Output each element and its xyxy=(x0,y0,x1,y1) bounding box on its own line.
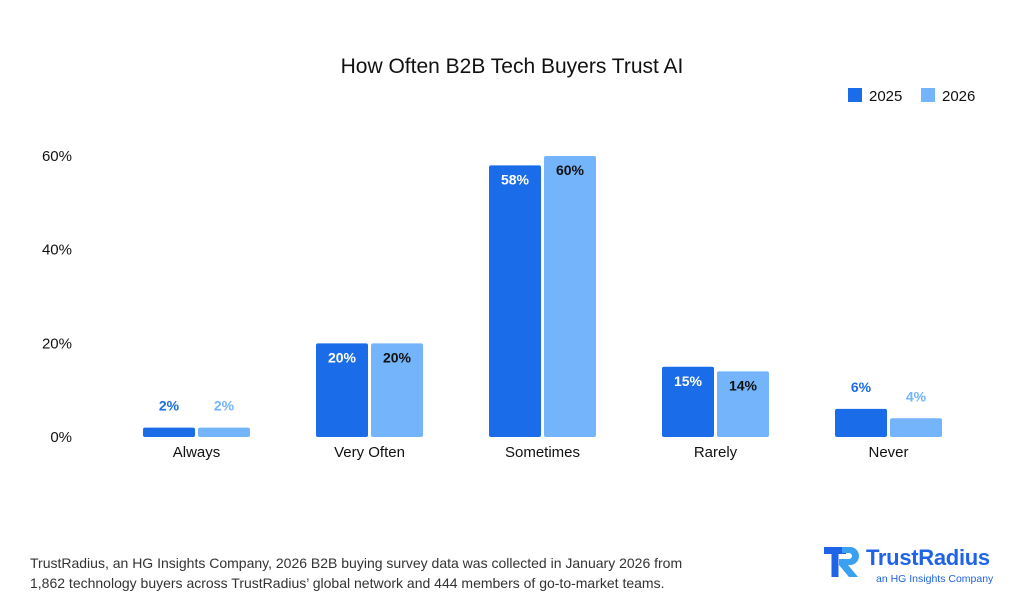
x-tick-label: Sometimes xyxy=(505,444,580,461)
legend-label-2026: 2026 xyxy=(942,88,975,105)
legend-swatch-2026 xyxy=(921,88,935,102)
bar-2026-always xyxy=(198,427,250,437)
legend-label-2025: 2025 xyxy=(869,88,902,105)
bars xyxy=(143,156,942,437)
data-label: 4% xyxy=(906,388,927,404)
data-label: 14% xyxy=(729,377,758,393)
y-axis: 0% 20% 40% 60% xyxy=(42,148,72,446)
x-tick-label: Rarely xyxy=(694,444,738,461)
x-tick-label: Always xyxy=(173,444,221,461)
trustradius-logo: TrustRadius an HG Insights Company xyxy=(824,543,1004,593)
bar-chart: How Often B2B Tech Buyers Trust AI 2025 … xyxy=(42,55,975,461)
data-label: 58% xyxy=(501,171,530,187)
bar-2025-never xyxy=(835,408,887,437)
bar-2025-very-often xyxy=(316,343,368,437)
data-label: 15% xyxy=(674,373,703,389)
logo-wordmark: TrustRadius xyxy=(866,545,990,570)
y-tick-label: 0% xyxy=(50,429,72,446)
x-tick-label: Never xyxy=(868,444,908,461)
bar-2026-rarely xyxy=(717,371,769,437)
x-tick-label: Very Often xyxy=(334,444,405,461)
bar-2026-sometimes xyxy=(544,156,596,437)
footnote-line-2: 1,862 technology buyers across TrustRadi… xyxy=(30,575,665,591)
data-label: 2% xyxy=(159,398,180,414)
bar-2026-very-often xyxy=(371,343,423,437)
data-label: 2% xyxy=(214,398,235,414)
trustradius-logo-icon xyxy=(824,547,859,577)
footnote: TrustRadius, an HG Insights Company, 202… xyxy=(30,553,730,593)
chart-title: How Often B2B Tech Buyers Trust AI xyxy=(341,55,684,78)
data-label: 20% xyxy=(383,349,412,365)
logo-tagline: an HG Insights Company xyxy=(876,573,994,585)
data-label: 20% xyxy=(328,349,357,365)
y-tick-label: 60% xyxy=(42,148,72,165)
y-tick-label: 40% xyxy=(42,242,72,259)
footnote-line-1: TrustRadius, an HG Insights Company, 202… xyxy=(30,555,683,571)
y-tick-label: 20% xyxy=(42,335,72,352)
data-label: 60% xyxy=(556,162,585,178)
data-labels: 2% 2% 20% 20% 58% 60% 15% 14% 6% 4% xyxy=(159,162,927,414)
bar-2026-never xyxy=(890,418,942,437)
x-axis: Always Very Often Sometimes Rarely Never xyxy=(173,444,909,461)
bar-2025-sometimes xyxy=(489,165,541,437)
data-label: 6% xyxy=(851,379,872,395)
legend-swatch-2025 xyxy=(848,88,862,102)
bar-2025-rarely xyxy=(662,366,714,437)
legend: 2025 2026 xyxy=(848,88,975,105)
bar-2025-always xyxy=(143,427,195,437)
